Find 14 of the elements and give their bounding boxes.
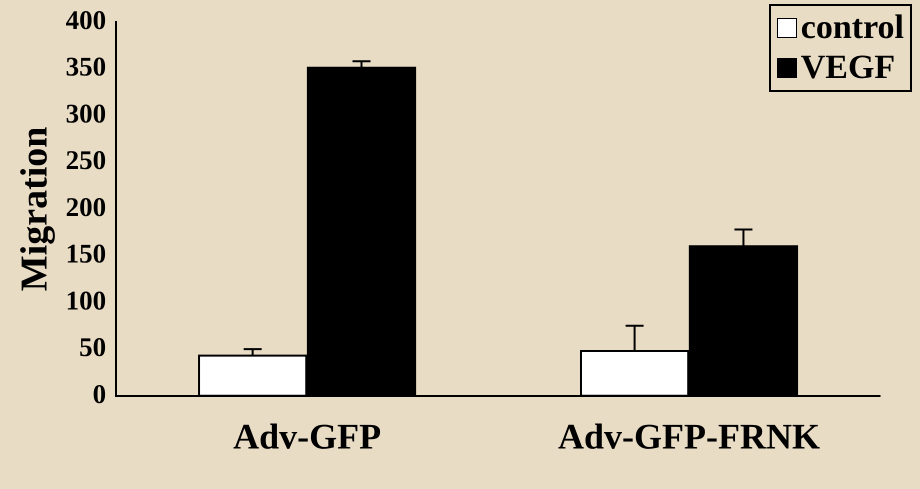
y-tick-label: 250 bbox=[66, 145, 106, 176]
legend-label: VEGF bbox=[800, 48, 896, 88]
legend-label: control bbox=[800, 8, 904, 48]
y-tick-label: 350 bbox=[66, 52, 106, 82]
x-tick-label: Adv-GFP bbox=[233, 416, 382, 457]
y-tick-label: 0 bbox=[92, 378, 106, 409]
y-axis-title: Migration bbox=[14, 126, 56, 292]
y-tick-label: 50 bbox=[79, 332, 106, 362]
y-tick-label: 400 bbox=[66, 4, 106, 35]
y-tick-label: 300 bbox=[66, 98, 106, 128]
y-tick-label: 150 bbox=[66, 238, 106, 269]
y-tick-label: 100 bbox=[66, 285, 106, 316]
y-tick-label: 200 bbox=[66, 192, 106, 222]
x-tick-label: Adv-GFP-FRNK bbox=[558, 416, 820, 457]
